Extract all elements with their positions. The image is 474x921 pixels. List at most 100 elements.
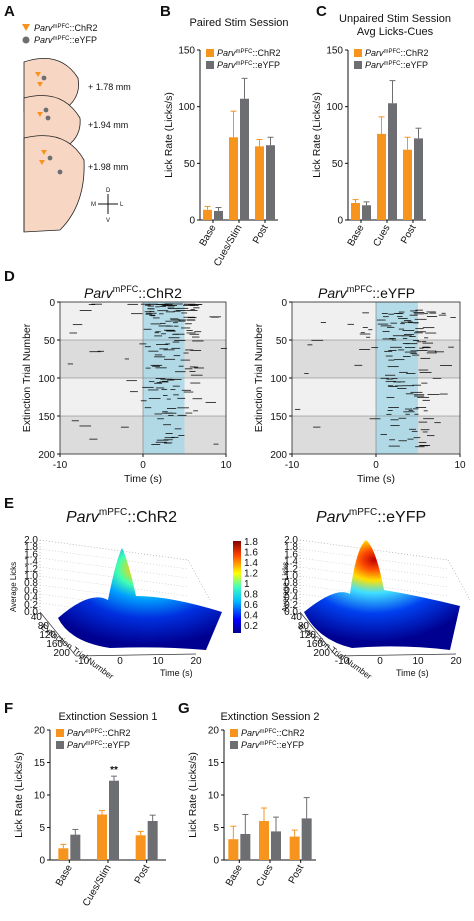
lick-mark <box>159 305 167 307</box>
surface-left-xlabel: Time (s) <box>160 668 193 678</box>
lick-mark <box>389 338 396 339</box>
lick-mark <box>183 304 195 306</box>
lick-mark <box>142 386 154 388</box>
coord-label-3: +1.98 mm <box>88 162 128 172</box>
panel-a-legend-eyfp: ParvmPFC::eYFP <box>34 35 97 45</box>
lick-mark <box>164 437 175 439</box>
lick-mark <box>173 310 181 312</box>
raster-right-title: ParvmPFC::eYFP <box>318 284 415 301</box>
legend-label: ParvmPFC::eYFP <box>217 60 280 70</box>
x-tick-label: Post <box>399 223 419 246</box>
lick-mark <box>368 329 373 331</box>
lick-mark <box>164 358 176 360</box>
colorbar-tick-label: 0.8 <box>244 590 258 601</box>
colorbar-tick-label: 0.4 <box>244 611 258 622</box>
lick-mark <box>173 303 183 305</box>
bar <box>240 834 251 860</box>
brain-section-3 <box>23 135 85 233</box>
lick-mark <box>388 386 398 387</box>
bar-chart-b: Paired Stim Session 0 50 100 150 Lick Rate (L… <box>163 17 289 268</box>
legend-label: ParvmPFC::eYFP <box>241 740 304 750</box>
lick-mark <box>408 409 414 411</box>
legend-prefix: Parv <box>365 48 384 58</box>
grid-line <box>187 559 211 601</box>
grid-line <box>39 566 189 588</box>
lick-mark <box>189 333 200 335</box>
y-axis-label: Extinction Trial Number <box>21 323 33 432</box>
lick-mark <box>422 431 428 433</box>
y-tick-label: 100 <box>38 374 55 385</box>
legend-swatch <box>56 741 64 749</box>
lick-mark <box>413 394 425 396</box>
time-tick-label: 10 <box>152 656 164 667</box>
lick-mark <box>181 312 188 314</box>
x-tick-label: Base <box>198 223 219 249</box>
legend-sup: mPFC <box>260 741 278 747</box>
lick-mark <box>79 425 92 427</box>
lick-mark <box>156 439 169 441</box>
panel-a-legend-chr2: ParvmPFC::ChR2 <box>34 23 98 33</box>
lick-mark <box>149 310 155 312</box>
grid-line <box>299 557 449 579</box>
lick-mark <box>183 352 189 354</box>
eyfp-circle-icon <box>22 36 30 44</box>
z-tick-label: 2.0 <box>24 535 38 546</box>
lick-mark <box>161 304 168 306</box>
lick-mark <box>400 321 413 323</box>
colorbar-tick-label: 1.6 <box>244 548 258 559</box>
y-tick-label: 15 <box>34 758 46 769</box>
lick-mark <box>67 363 74 365</box>
lick-mark <box>144 407 152 409</box>
surface-right-title: ParvmPFC::eYFP <box>316 507 426 526</box>
bar <box>259 821 269 860</box>
z-tick-label: 1.2 <box>284 564 298 575</box>
depth-tick-label: 200 <box>53 648 70 659</box>
lick-mark <box>178 319 187 321</box>
lick-mark <box>404 408 412 410</box>
bar <box>271 831 281 860</box>
lick-mark <box>165 320 171 322</box>
z-tick-label: 0.2 <box>24 600 38 611</box>
lick-mark <box>386 413 392 415</box>
lick-mark <box>380 325 392 327</box>
compass-icon: D V M L <box>91 188 124 224</box>
lick-mark <box>161 333 166 335</box>
chr2-site-icon <box>39 160 45 165</box>
legend-suffix: ::eYFP <box>103 740 131 750</box>
lick-mark <box>439 393 448 395</box>
lick-mark <box>304 373 309 374</box>
grid-line <box>299 584 449 606</box>
lick-mark <box>388 313 394 315</box>
z-tick-label: 0.0 <box>284 607 298 618</box>
legend-suffix: ::eYFP <box>401 60 429 70</box>
lick-mark <box>409 336 416 337</box>
lick-mark <box>97 350 104 352</box>
lick-mark <box>154 354 163 356</box>
bar <box>255 146 264 220</box>
legend-sup: mPFC <box>236 61 254 67</box>
lick-mark <box>181 310 187 311</box>
lick-mark <box>418 421 428 423</box>
lick-mark <box>380 434 387 435</box>
x-tick-label: Cues <box>254 863 275 889</box>
lick-mark <box>409 314 418 316</box>
lick-mark <box>150 315 156 317</box>
chart-title: Extinction Session 1 <box>58 711 157 723</box>
y-tick-label: 100 <box>178 102 195 113</box>
lick-mark <box>410 350 418 352</box>
lick-mark <box>172 341 180 343</box>
lick-mark <box>184 368 193 370</box>
lick-mark <box>395 385 403 387</box>
y-axis-label: Extinction Trial Number <box>253 323 265 432</box>
svg-text:L: L <box>120 202 124 208</box>
grid-line <box>39 593 189 615</box>
lick-mark <box>421 347 431 349</box>
coord-label-2: +1.94 mm <box>88 120 128 130</box>
lick-mark <box>161 388 168 390</box>
y-tick-label: 20 <box>208 726 220 737</box>
y-tick-label: 0 <box>281 298 287 309</box>
y-tick-label: 50 <box>44 336 56 347</box>
lick-mark <box>382 330 390 332</box>
lick-mark <box>362 312 369 314</box>
grid-line <box>299 539 449 561</box>
